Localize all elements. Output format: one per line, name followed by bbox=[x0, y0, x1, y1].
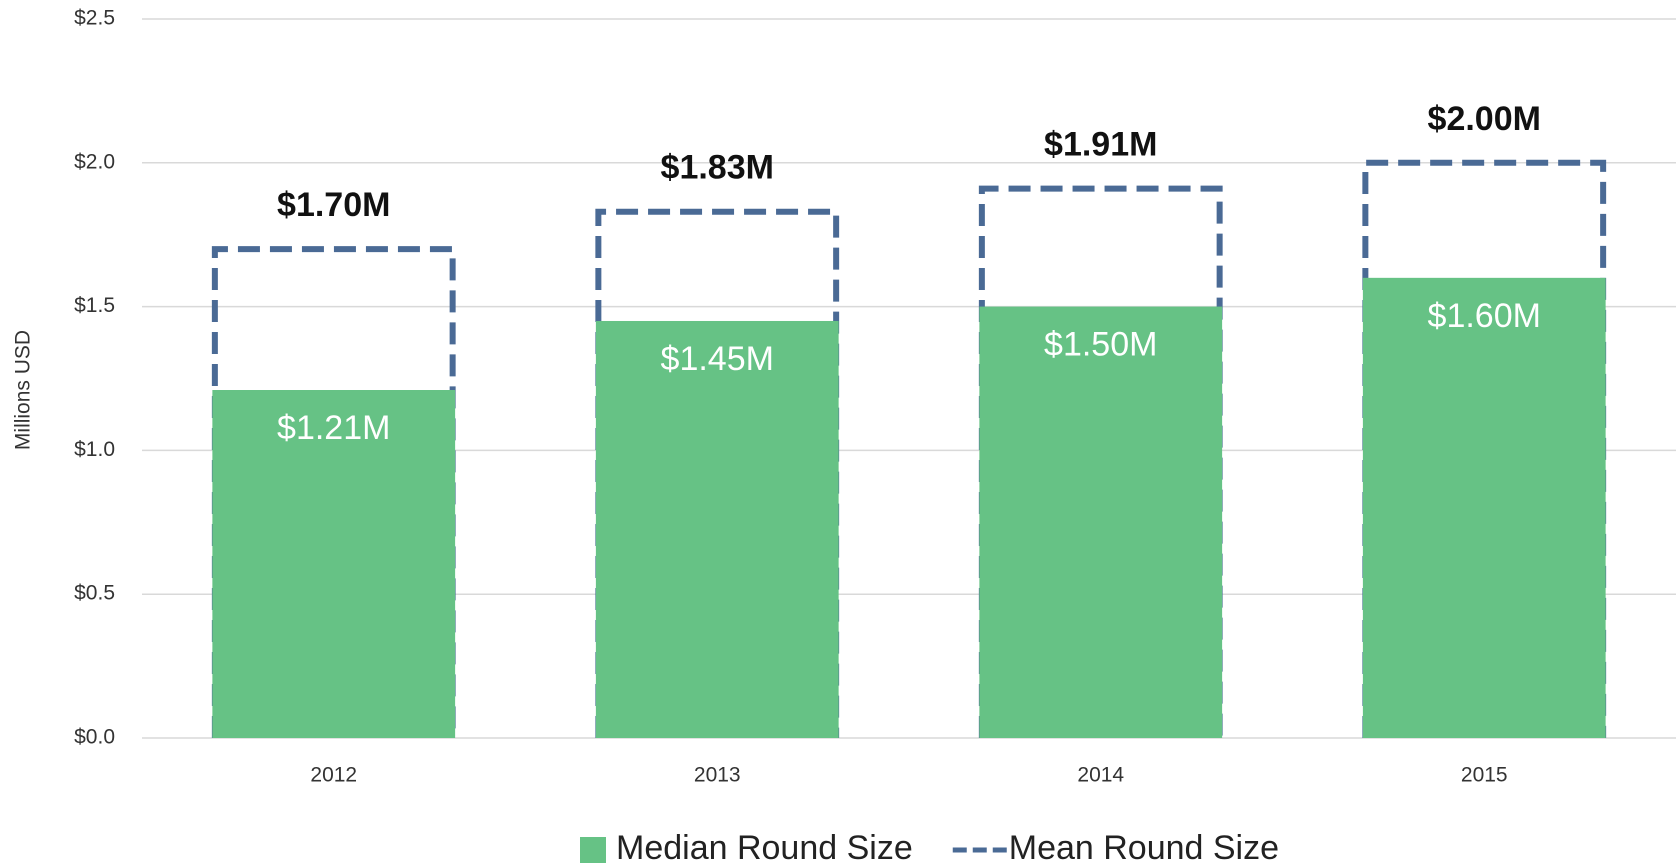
y-tick-label: $2.0 bbox=[74, 150, 115, 173]
x-tick-label: 2013 bbox=[694, 764, 741, 787]
bar bbox=[979, 306, 1223, 738]
legend-label: Median Round Size bbox=[616, 829, 913, 867]
value-label: $1.83M bbox=[661, 149, 774, 187]
value-label: $1.45M bbox=[661, 340, 774, 378]
value-label: $2.00M bbox=[1428, 100, 1541, 138]
value-label: $1.50M bbox=[1044, 326, 1157, 364]
value-label: $1.60M bbox=[1428, 297, 1541, 335]
y-axis-label: Millions USD bbox=[12, 330, 35, 450]
x-tick-label: 2014 bbox=[1077, 764, 1124, 787]
x-tick-label: 2012 bbox=[310, 764, 357, 787]
bar bbox=[595, 320, 839, 738]
x-tick-label: 2015 bbox=[1461, 764, 1508, 787]
value-label: $1.21M bbox=[277, 409, 390, 447]
legend-swatch bbox=[580, 837, 606, 863]
bar bbox=[1362, 277, 1606, 738]
y-tick-label: $2.5 bbox=[74, 7, 115, 30]
value-label: $1.91M bbox=[1044, 126, 1157, 164]
y-tick-label: $0.5 bbox=[74, 582, 115, 605]
value-label: $1.70M bbox=[277, 186, 390, 224]
y-tick-label: $1.5 bbox=[74, 294, 115, 317]
bar bbox=[212, 390, 456, 738]
y-tick-label: $1.0 bbox=[74, 438, 115, 461]
legend-label: Mean Round Size bbox=[1009, 829, 1279, 867]
y-tick-label: $0.0 bbox=[74, 726, 115, 749]
